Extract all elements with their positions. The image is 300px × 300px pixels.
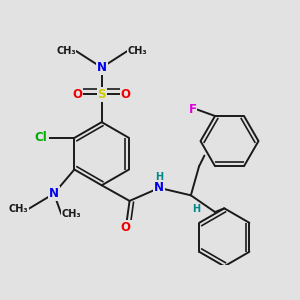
Text: CH₃: CH₃ (128, 46, 147, 56)
Text: N: N (97, 61, 107, 74)
Text: CH₃: CH₃ (61, 209, 81, 219)
Text: N: N (49, 187, 59, 200)
Text: Cl: Cl (35, 131, 48, 144)
Text: H: H (155, 172, 164, 182)
Text: CH₃: CH₃ (8, 204, 28, 214)
Text: O: O (121, 88, 131, 101)
Text: O: O (73, 88, 82, 101)
Text: S: S (98, 88, 106, 101)
Text: O: O (121, 221, 131, 234)
Text: F: F (188, 103, 196, 116)
Text: H: H (192, 204, 200, 214)
Text: CH₃: CH₃ (56, 46, 76, 56)
Text: N: N (154, 182, 164, 194)
